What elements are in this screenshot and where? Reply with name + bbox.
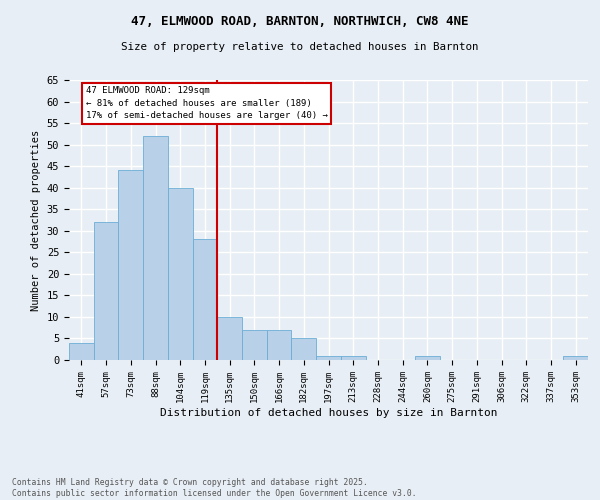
Text: 47 ELMWOOD ROAD: 129sqm
← 81% of detached houses are smaller (189)
17% of semi-d: 47 ELMWOOD ROAD: 129sqm ← 81% of detache… <box>86 86 328 120</box>
Text: Size of property relative to detached houses in Barnton: Size of property relative to detached ho… <box>121 42 479 52</box>
Bar <box>415 356 440 360</box>
X-axis label: Distribution of detached houses by size in Barnton: Distribution of detached houses by size … <box>160 408 497 418</box>
Bar <box>292 338 316 360</box>
Bar <box>143 136 168 360</box>
Bar <box>69 343 94 360</box>
Bar <box>267 330 292 360</box>
Bar <box>118 170 143 360</box>
Text: 47, ELMWOOD ROAD, BARNTON, NORTHWICH, CW8 4NE: 47, ELMWOOD ROAD, BARNTON, NORTHWICH, CW… <box>131 15 469 28</box>
Y-axis label: Number of detached properties: Number of detached properties <box>31 130 41 310</box>
Bar <box>242 330 267 360</box>
Bar <box>94 222 118 360</box>
Bar <box>341 356 365 360</box>
Bar <box>168 188 193 360</box>
Bar <box>316 356 341 360</box>
Bar <box>563 356 588 360</box>
Text: Contains HM Land Registry data © Crown copyright and database right 2025.
Contai: Contains HM Land Registry data © Crown c… <box>12 478 416 498</box>
Bar <box>217 317 242 360</box>
Bar <box>193 240 217 360</box>
